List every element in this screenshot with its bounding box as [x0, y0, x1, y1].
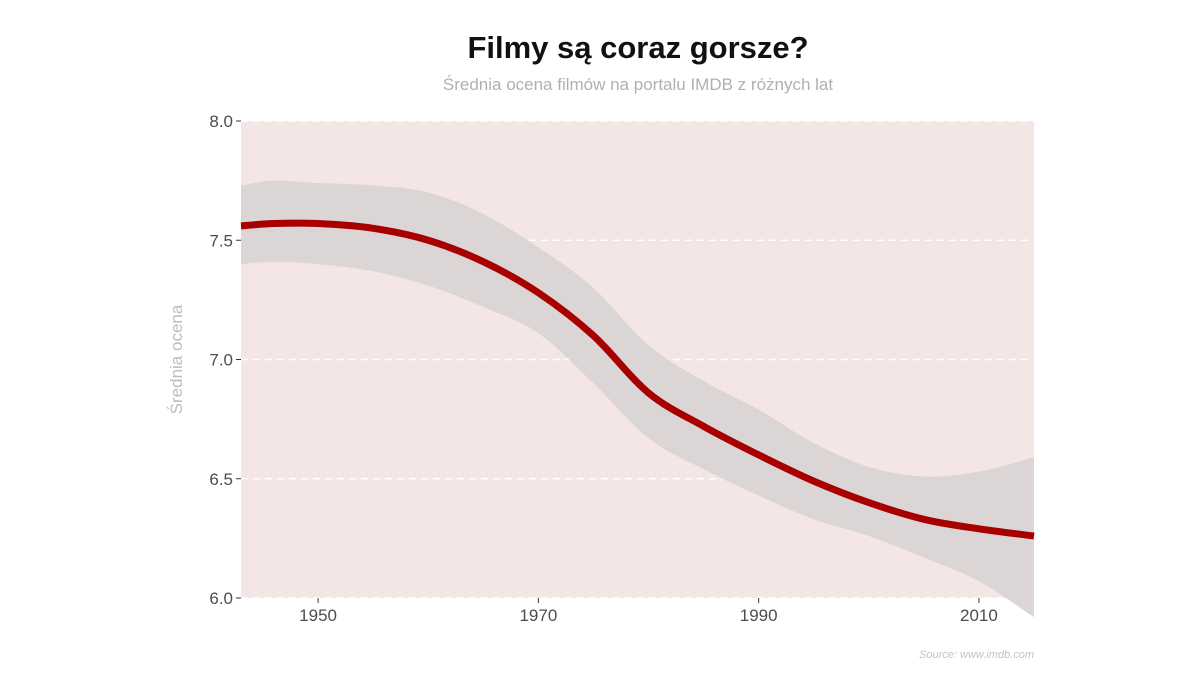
y-tick-label: 8.0	[209, 112, 233, 131]
y-tick-label: 7.5	[209, 231, 233, 250]
chart-title: Filmy są coraz gorsze?	[467, 30, 809, 65]
y-tick-label: 6.0	[209, 589, 233, 608]
trend-line	[240, 219, 1035, 540]
source-caption: Source: www.imdb.com	[919, 649, 1034, 661]
y-axis-label: Średnia ocena	[167, 304, 186, 414]
x-tick-label: 1950	[299, 606, 337, 625]
x-tick-label: 1990	[740, 606, 778, 625]
y-tick-label: 7.0	[209, 351, 233, 370]
chart-subtitle: Średnia ocena filmów na portalu IMDB z r…	[442, 75, 834, 94]
x-tick-label: 2010	[960, 606, 998, 625]
y-tick-label: 6.5	[209, 470, 233, 489]
x-tick-label: 1970	[519, 606, 557, 625]
confidence-band	[241, 180, 1034, 618]
axes: 6.0 6.5 7.0 7.5 8.0 1950 1970 1990 2010	[209, 112, 997, 625]
